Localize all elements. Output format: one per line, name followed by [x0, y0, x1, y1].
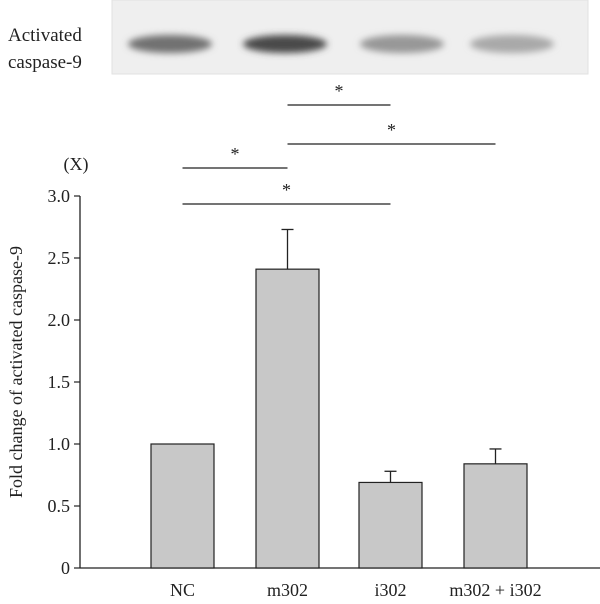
chart-bars [150, 228, 528, 569]
y-tick-label: 1.0 [48, 434, 71, 454]
blot-band-m302-i302 [470, 35, 554, 53]
x-tick-label: NC [170, 580, 195, 600]
blot-frame [111, 0, 589, 75]
blot-label-line1: Activated [8, 25, 82, 46]
y-tick-label: 3.0 [48, 186, 71, 206]
blot-band-i302 [360, 35, 444, 53]
western-blot-image [111, 0, 589, 75]
blot-band-m302 [243, 35, 327, 53]
x-tick-label: m302 [267, 580, 308, 600]
y-tick-label: 0.5 [48, 496, 71, 516]
y-tick-label: 2.0 [48, 310, 71, 330]
x-tick-label: i302 [374, 580, 406, 600]
blot-label-line2: caspase-9 [8, 52, 82, 73]
bar [150, 443, 215, 569]
significance-star: * [335, 81, 344, 101]
bar [255, 268, 320, 569]
y-axis-label: Fold change of activated caspase-9 [6, 246, 26, 498]
bar [463, 463, 528, 569]
bar [358, 481, 423, 569]
significance-brackets: * * * * [182, 81, 496, 205]
significance-star: * [282, 180, 291, 200]
y-tick-label: 0 [61, 558, 70, 578]
blot-label: Activated caspase-9 [8, 22, 82, 76]
x-tick-label: m302 + i302 [449, 580, 541, 600]
y-axis-unit: (X) [64, 154, 89, 175]
significance-star: * [231, 144, 240, 164]
significance-star: * [387, 120, 396, 140]
y-tick-label: 1.5 [48, 372, 71, 392]
blot-band-nc [128, 35, 212, 53]
y-tick-label: 2.5 [48, 248, 71, 268]
